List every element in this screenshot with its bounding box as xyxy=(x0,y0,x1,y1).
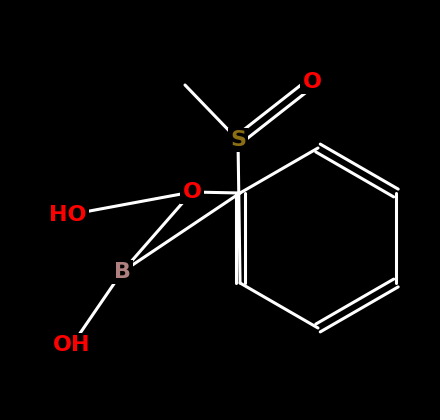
Text: S: S xyxy=(230,130,246,150)
Text: B: B xyxy=(114,262,131,282)
Text: O: O xyxy=(303,72,322,92)
Text: OH: OH xyxy=(53,335,91,355)
Text: O: O xyxy=(183,182,202,202)
Text: HO: HO xyxy=(49,205,87,225)
